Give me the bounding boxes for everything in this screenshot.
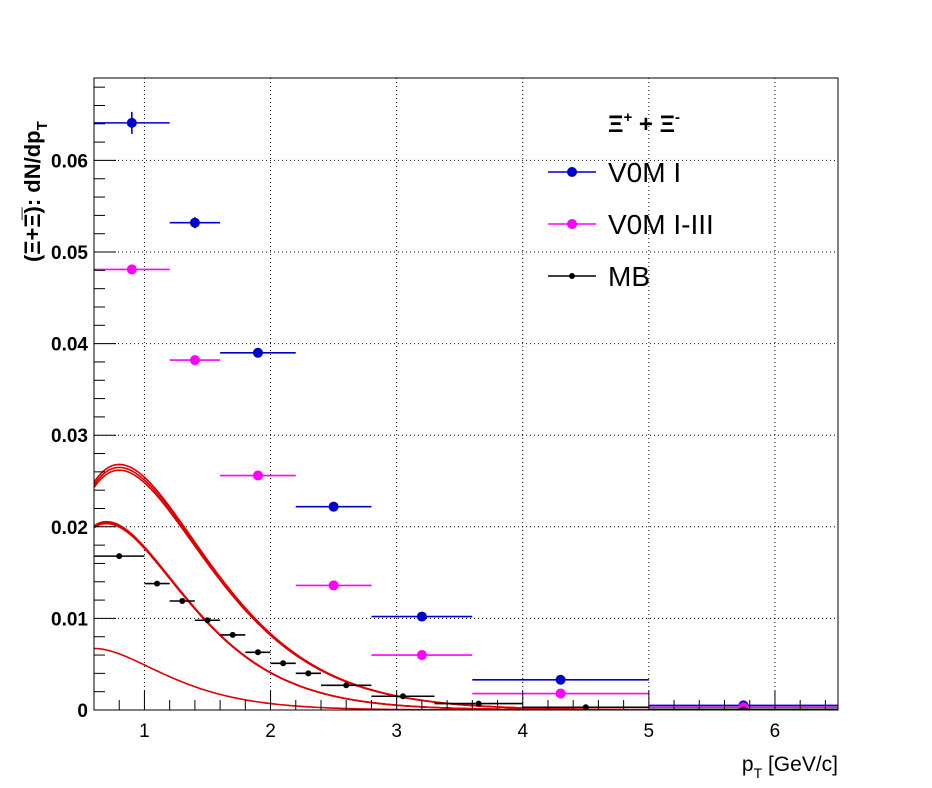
y-tick-label-5: 0.05	[51, 243, 88, 264]
legend-marker-2	[569, 273, 575, 279]
axes: 1 2 3 4 5 6 0 0.01 0.02 0.03 0.04 0.05 0.06	[51, 86, 826, 742]
plot-frame	[93, 77, 839, 711]
x-tick-label-4: 5	[644, 721, 655, 742]
data-point-2-9	[399, 693, 406, 700]
data-point-1-3	[328, 580, 339, 591]
y-axis-title-sub: T	[34, 121, 51, 130]
x-axis-title-sub: T	[754, 765, 763, 781]
data-point-0-4	[416, 611, 427, 622]
data-point-2-4	[229, 631, 236, 638]
legend-header-plus: +	[632, 111, 659, 138]
data-point-0-0	[126, 117, 137, 128]
legend-label-1: V0M I-III	[608, 209, 714, 240]
x-tick-label-5: 6	[770, 721, 781, 742]
y-axis-title: (Ξ+Ξ̅): dN/dpT	[20, 121, 51, 262]
legend-header-sup1: +	[623, 109, 632, 126]
data-point-1-2	[252, 470, 263, 481]
data-point-2-0	[116, 553, 123, 560]
grid	[94, 78, 838, 710]
data-point-2-1	[154, 580, 161, 587]
series-2	[94, 553, 838, 710]
data-point-1-5	[555, 688, 566, 699]
fit-curve-0-2	[94, 469, 838, 710]
x-tick-label-1: 2	[265, 721, 276, 742]
data-point-2-3	[204, 617, 211, 624]
data-point-0-3	[328, 501, 339, 512]
data-point-0-5	[555, 674, 566, 685]
legend-label-0: V0M I	[608, 157, 681, 188]
x-tick-label-3: 4	[517, 721, 528, 742]
x-tick-label-0: 1	[139, 721, 150, 742]
fit-curve-2-0	[94, 647, 838, 710]
legend-label-2: MB	[608, 261, 650, 292]
data-point-1-1	[189, 355, 200, 366]
legend-entries: V0M I V0M I-III MB	[548, 157, 714, 292]
y-tick-label-6: 0.06	[51, 151, 88, 172]
y-tick-label-0: 0	[77, 701, 88, 722]
fit-curve-0-0	[94, 463, 838, 710]
legend-marker-0	[567, 167, 577, 177]
series-1	[94, 264, 838, 710]
y-tick-label-3: 0.03	[51, 426, 88, 447]
data-point-0-2	[252, 347, 263, 358]
legend-header-sup2: -	[675, 109, 680, 126]
data-point-1-0	[126, 264, 137, 275]
y-tick-label-1: 0.01	[51, 609, 88, 630]
data-point-2-11	[582, 704, 589, 710]
data-point-2-6	[280, 660, 287, 667]
data-point-0-1	[189, 217, 200, 228]
x-axis-title-main: p	[742, 753, 754, 776]
y-tick-label-4: 0.04	[51, 335, 88, 356]
legend-header-xi1: Ξ	[608, 111, 623, 138]
x-axis-title-rest: [GeV/c]	[762, 753, 838, 776]
data-point-2-12	[740, 706, 747, 710]
data-points	[94, 111, 838, 710]
fit-curve-0-1	[94, 466, 838, 710]
data-point-2-10	[475, 700, 482, 707]
legend-header-xi2: Ξ	[660, 111, 675, 138]
y-tick-label-2: 0.02	[51, 518, 88, 539]
fit-curves	[94, 463, 838, 710]
x-tick-label-2: 3	[391, 721, 402, 742]
y-axis-title-main: (Ξ+Ξ̅): dN/dp	[20, 130, 45, 262]
data-point-2-5	[254, 649, 261, 656]
legend-header: Ξ+ + Ξ-	[608, 109, 680, 138]
data-point-2-2	[179, 598, 186, 605]
data-point-2-7	[305, 670, 312, 677]
legend-marker-1	[567, 219, 577, 229]
x-axis-title: pT [GeV/c]	[742, 753, 838, 781]
data-point-1-4	[416, 650, 427, 661]
data-point-2-8	[343, 682, 350, 689]
